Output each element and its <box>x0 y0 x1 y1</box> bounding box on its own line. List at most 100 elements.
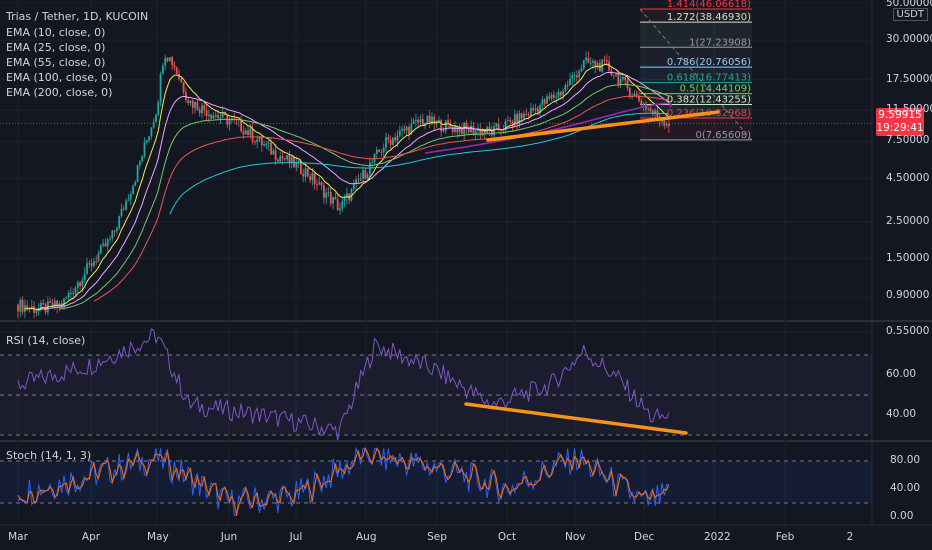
candle-body <box>295 162 298 168</box>
candle-body <box>341 201 344 209</box>
candle-body <box>417 119 420 123</box>
candle-body <box>302 173 305 177</box>
candle-body <box>242 131 245 135</box>
candle-body <box>642 103 645 106</box>
candle-body <box>116 228 118 231</box>
candles <box>17 51 670 319</box>
candle-body <box>182 82 185 93</box>
candle-body <box>530 108 532 116</box>
price-tick-label: 1.50000 <box>886 251 930 264</box>
fib-level-label: 0.382(12.43255) <box>667 95 751 106</box>
candle-body <box>97 253 100 262</box>
last-price: 9.59915 <box>878 109 922 121</box>
candle-body <box>440 119 443 132</box>
stoch-tick-label: 80.00 <box>890 454 921 466</box>
candle-body <box>449 123 452 128</box>
candle-body <box>550 94 553 99</box>
candle-body <box>628 88 631 98</box>
candle-body <box>490 130 493 136</box>
candle-body <box>495 124 498 127</box>
candle-body <box>382 147 385 153</box>
candle-body <box>329 192 332 204</box>
candle-body <box>320 182 323 186</box>
candle-body <box>157 102 160 115</box>
candle-body <box>164 58 167 66</box>
fib-level-label: 0.5(14.44109) <box>680 84 752 95</box>
candle-body <box>523 113 525 119</box>
price-tick-label: 11.50000 <box>886 103 932 116</box>
stoch-tick-label: 0.00 <box>890 510 914 522</box>
candle-body <box>410 123 413 135</box>
candle-body <box>507 120 509 122</box>
candle-body <box>366 174 369 179</box>
candle-body <box>336 199 339 211</box>
fib-level-label: 1.414(46.06618) <box>667 0 751 10</box>
candle-body <box>553 94 555 98</box>
candle-body <box>180 78 183 83</box>
candle-body <box>120 208 123 217</box>
candle-body <box>474 130 477 135</box>
candle-body <box>576 75 578 78</box>
candle-body <box>143 142 146 156</box>
candle-body <box>408 126 410 135</box>
candle-body <box>461 127 463 135</box>
candle-body <box>83 273 86 281</box>
ema55-label: EMA (55, close, 0) <box>6 56 106 69</box>
candle-body <box>373 153 376 162</box>
candle-body <box>513 114 516 126</box>
candle-body <box>488 126 491 131</box>
time-tick-label: Apr <box>81 531 101 543</box>
candle-body <box>40 302 42 309</box>
candle-body <box>145 140 148 143</box>
candle-body <box>532 108 535 111</box>
candle-body <box>362 170 364 179</box>
price-tick-label: 0.55000 <box>886 325 930 337</box>
stoch-d-line <box>17 447 670 516</box>
candle-body <box>263 143 265 146</box>
time-tick-label: May <box>147 531 169 543</box>
candle-body <box>168 57 171 62</box>
currency-label[interactable]: USDT <box>892 8 928 21</box>
candle-body <box>357 179 360 181</box>
chart-title: Trias / Tether, 1D, KUCOIN <box>6 10 149 23</box>
candle-body <box>208 114 210 117</box>
candle-body <box>334 197 337 200</box>
stoch-tick-label: 40.00 <box>890 482 921 494</box>
candle-body <box>304 168 307 177</box>
candle-body <box>150 127 153 137</box>
candle-body <box>421 119 424 126</box>
candle-body <box>159 73 162 103</box>
candle-body <box>17 304 19 312</box>
candle-body <box>536 108 539 113</box>
ema10-line <box>24 63 670 310</box>
candle-body <box>152 122 155 128</box>
candle-body <box>640 100 643 106</box>
candle-body <box>189 100 192 104</box>
candle-body <box>389 139 392 145</box>
candle-body <box>51 302 54 308</box>
candle-body <box>589 62 592 64</box>
candle-body <box>67 292 70 298</box>
candle-body <box>509 120 512 122</box>
candle-body <box>385 137 387 148</box>
candle-body <box>534 108 537 111</box>
candle-body <box>201 105 203 114</box>
candle-body <box>210 114 213 119</box>
candle-body <box>251 128 254 142</box>
candle-body <box>134 181 137 186</box>
candle-body <box>364 170 367 179</box>
candle-body <box>171 57 173 66</box>
candle-body <box>477 129 479 131</box>
candle-body <box>415 119 417 121</box>
time-tick-label: 2022 <box>704 531 731 543</box>
ema100-label: EMA (100, close, 0) <box>6 71 113 84</box>
candle-body <box>99 245 102 254</box>
candle-body <box>297 161 300 163</box>
candle-body <box>398 130 401 136</box>
candle-body <box>431 116 433 125</box>
candle-body <box>424 122 426 126</box>
candle-body <box>42 302 45 305</box>
candle-body <box>562 90 564 96</box>
candle-body <box>343 197 346 202</box>
